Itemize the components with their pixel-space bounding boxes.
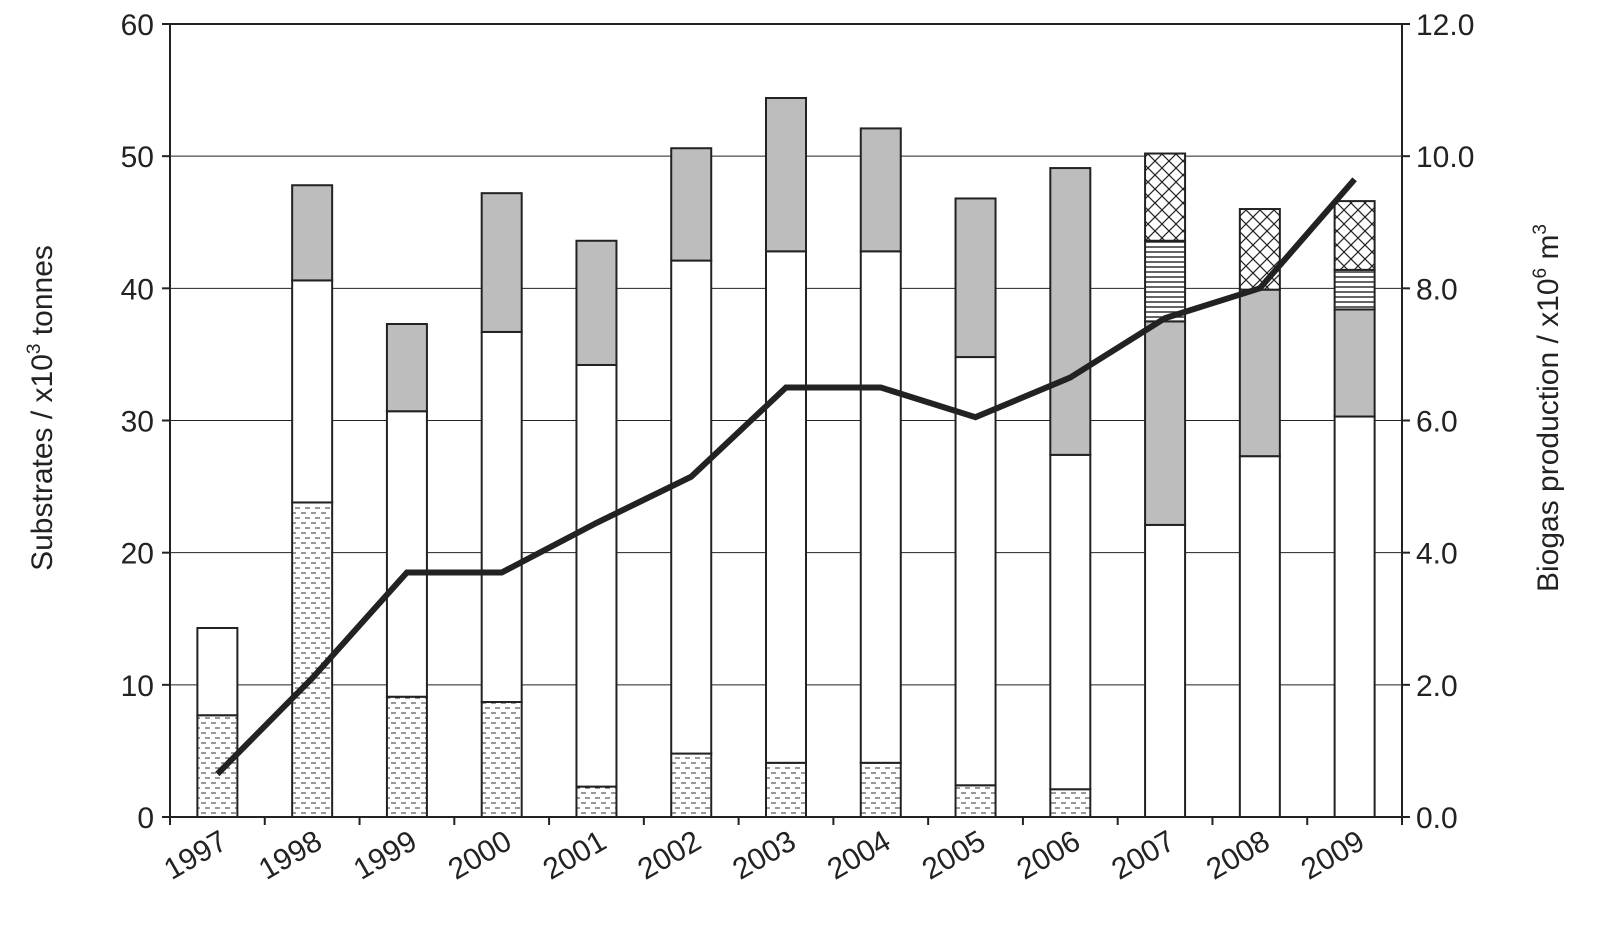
bar-segment-dash <box>1049 788 1092 818</box>
bar-segment-gray <box>480 192 523 333</box>
x-tick-label: 1998 <box>253 824 327 886</box>
bar-stack-2006 <box>1049 167 1092 818</box>
bar-stack-2001 <box>575 239 618 819</box>
bar-stack-1999 <box>385 323 428 818</box>
plot-frame <box>162 23 1410 825</box>
right-axis-ticks: 0.0 2.0 4.0 6.0 8.0 10.0 12.0 <box>1416 9 1474 835</box>
bar-segment-white <box>859 250 902 764</box>
bar-segment-gray <box>765 97 807 253</box>
right-tick-label: 4.0 <box>1416 538 1458 571</box>
bar-segment-gray <box>670 147 713 262</box>
left-tick-label: 60 <box>121 9 154 42</box>
bar-segment-dash <box>670 752 713 818</box>
bar-segment-gray <box>954 197 997 359</box>
x-tick-label: 2009 <box>1296 824 1370 886</box>
left-axis-ticks: 0 10 20 30 40 50 60 <box>121 9 154 835</box>
bar-segment-gray <box>1144 320 1187 526</box>
bar-segment-gray <box>859 127 902 253</box>
bar-stack-1997 <box>196 627 239 819</box>
bar-stack-2009 <box>1333 200 1376 818</box>
right-tick-label: 10.0 <box>1416 141 1474 174</box>
x-tick-label: 2006 <box>1012 824 1086 886</box>
bar-stack-2000 <box>480 192 523 819</box>
right-tick-label: 0.0 <box>1416 802 1458 835</box>
bar-stack-2005 <box>954 197 997 819</box>
bar-segment-white <box>575 363 618 788</box>
bar-segment-dash <box>575 785 618 819</box>
left-tick-label: 10 <box>121 670 154 703</box>
left-tick-label: 30 <box>121 406 154 439</box>
bar-segment-white <box>196 627 239 717</box>
left-tick-label: 40 <box>121 273 154 306</box>
y-axis-left-title: Substrates / x103 tonnes <box>24 245 59 571</box>
left-tick-label: 0 <box>137 802 154 835</box>
bar-segment-white <box>1238 455 1281 818</box>
right-tick-label: 2.0 <box>1416 670 1458 703</box>
bar-segment-white <box>1333 415 1376 818</box>
bar-stack-2008 <box>1238 208 1281 818</box>
bar-segment-dash <box>859 761 902 818</box>
x-tick-label: 2007 <box>1106 824 1180 886</box>
bar-segment-gray <box>385 323 428 413</box>
bar-segment-white <box>480 330 523 704</box>
x-tick-label: 2001 <box>538 824 612 886</box>
x-tick-label: 2003 <box>727 824 801 886</box>
bar-segment-dash <box>954 784 997 819</box>
bar-segment-white <box>765 250 807 764</box>
y-axis-right-title: Biogas production / x106 m3 <box>1530 224 1565 592</box>
x-tick-label: 2004 <box>822 824 896 886</box>
x-tick-label: 1997 <box>159 824 233 886</box>
bar-segment-gray <box>291 184 334 282</box>
x-tick-label: 2005 <box>917 824 991 886</box>
bar-segment-white <box>385 410 428 698</box>
right-tick-label: 12.0 <box>1416 9 1474 42</box>
bar-segment-white <box>1049 453 1092 791</box>
bar-segment-crosshatch <box>1333 200 1376 271</box>
bar-stack-2004 <box>859 127 902 818</box>
bar-stack-1998 <box>291 184 334 818</box>
bar-segment-white <box>1144 523 1187 819</box>
bar-segment-gray <box>575 239 618 366</box>
x-tick-label: 2000 <box>443 824 517 886</box>
bar-segment-crosshatch <box>1238 208 1281 291</box>
bar-segment-hstripe <box>1144 239 1187 323</box>
right-tick-label: 8.0 <box>1416 273 1458 306</box>
x-tick-label: 1999 <box>348 824 422 886</box>
bar-segment-crosshatch <box>1144 152 1187 242</box>
left-tick-label: 50 <box>121 141 154 174</box>
biogas-production-line <box>215 177 1357 777</box>
x-tick-label: 2002 <box>632 824 706 886</box>
bar-segment-white <box>670 259 713 755</box>
left-tick-label: 20 <box>121 538 154 571</box>
bars <box>196 97 1376 819</box>
bar-stack-2002 <box>670 147 713 818</box>
bar-segment-white <box>291 279 334 504</box>
bar-segment-hstripe <box>1333 268 1376 311</box>
x-tick-label: 2008 <box>1201 824 1275 886</box>
bar-segment-gray <box>1049 167 1092 456</box>
bar-segment-gray <box>1333 308 1376 418</box>
bar-stack-2003 <box>765 97 807 818</box>
bar-segment-dash <box>196 714 239 819</box>
right-tick-label: 6.0 <box>1416 406 1458 439</box>
bar-segment-white <box>954 356 997 787</box>
bar-segment-dash <box>385 695 428 818</box>
bar-stack-2007 <box>1144 152 1187 819</box>
bar-segment-gray <box>1238 288 1281 458</box>
bar-segment-dash <box>480 701 523 819</box>
bar-segment-dash <box>765 761 807 818</box>
x-axis-ticks: 1997 1998 1999 2000 2001 2002 2003 2004 2005 2006… <box>159 824 1371 886</box>
biogas-line-layer <box>215 177 1357 777</box>
